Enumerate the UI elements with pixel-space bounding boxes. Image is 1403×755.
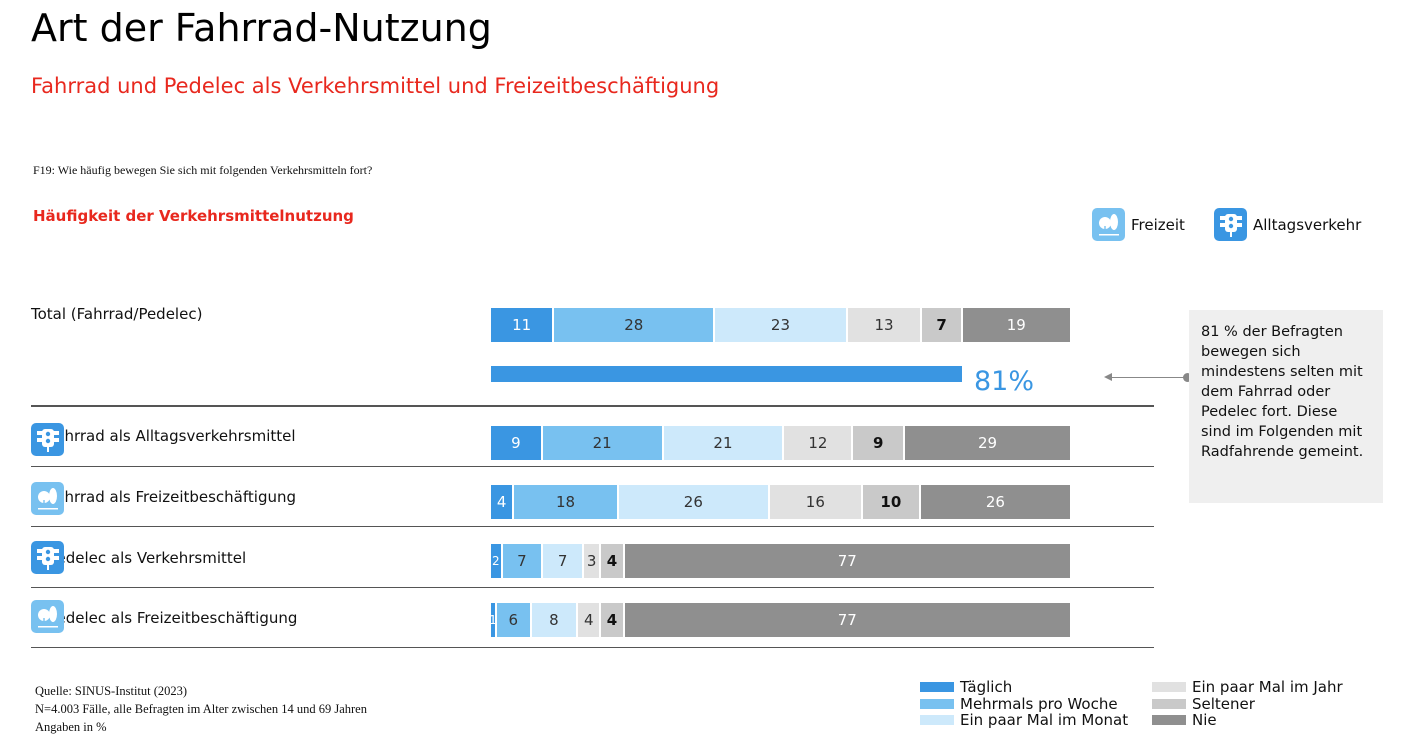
bar-segment-mehrmals-pro-woche: 6 — [496, 603, 532, 637]
legend-col-1: Täglich Mehrmals pro Woche Ein paar Mal … — [920, 678, 1128, 729]
trees-icon — [31, 600, 64, 633]
bar-segment-ein-paar-mal-im-jahr: 12 — [784, 426, 854, 460]
arrow-line — [1108, 377, 1188, 378]
chart-title: Häufigkeit der Verkehrsmittelnutzung — [33, 207, 354, 225]
bar-segment-ein-paar-mal-im-jahr: 4 — [578, 603, 602, 637]
legend-item: Täglich — [920, 678, 1128, 696]
bar-segment-nie: 19 — [962, 308, 1072, 342]
bar-segment-mehrmals-pro-woche: 28 — [554, 308, 716, 342]
bar-segment-nie: 77 — [624, 603, 1072, 637]
row-divider — [31, 587, 1154, 588]
arrow-head-icon — [1104, 373, 1112, 381]
page-title: Art der Fahrrad-Nutzung — [31, 6, 492, 50]
traffic-light-icon — [31, 423, 64, 456]
bar-segment-seltener: 4 — [601, 603, 625, 637]
source-notes: Quelle: SINUS-Institut (2023) N=4.003 Fä… — [35, 682, 367, 736]
traffic-light-icon — [1214, 208, 1247, 241]
bar-segment-ein-paar-mal-im-jahr: 16 — [769, 485, 863, 519]
row-label: Total (Fahrrad/Pedelec) — [31, 305, 203, 323]
page-subtitle: Fahrrad und Pedelec als Verkehrsmittel u… — [31, 74, 720, 98]
bar-segment-mehrmals-pro-woche: 21 — [542, 426, 664, 460]
stacked-bar: 11 28 23 13 7 19 — [491, 308, 1072, 342]
legend-col-2: Ein paar Mal im Jahr Seltener Nie — [1152, 678, 1343, 729]
stacked-bar: 2 7 7 3 4 77 — [491, 544, 1072, 578]
bar-segment-seltener: 9 — [853, 426, 906, 460]
bar-segment-ein-paar-mal-im-monat: 23 — [715, 308, 848, 342]
trees-icon — [1092, 208, 1125, 241]
traffic-light-icon — [31, 541, 64, 574]
bar-segment-mehrmals-pro-woche: 7 — [502, 544, 544, 578]
bar-segment-täglich: 1 — [491, 603, 497, 637]
legend-item: Mehrmals pro Woche — [920, 695, 1128, 713]
unit-line: Angaben in % — [35, 720, 107, 734]
bar-segment-ein-paar-mal-im-monat: 7 — [543, 544, 584, 578]
note-box: 81 % der Befragten bewegen sich mindeste… — [1189, 310, 1383, 503]
sample-line: N=4.003 Fälle, alle Befragten im Alter z… — [35, 702, 367, 716]
stacked-bar: 1684477 — [491, 603, 1072, 637]
question-text: F19: Wie häufig bewegen Sie sich mit fol… — [33, 163, 373, 177]
legend-label: Freizeit — [1131, 215, 1185, 234]
row-label: Fahrrad als Alltagsverkehrsmittel — [48, 427, 296, 445]
source-line: Quelle: SINUS-Institut (2023) — [35, 684, 188, 698]
legend-label: Alltagsverkehr — [1253, 215, 1362, 234]
bar-segment-ein-paar-mal-im-monat: 21 — [663, 426, 785, 460]
bar-segment-täglich: 9 — [491, 426, 543, 460]
summary-bar — [491, 366, 962, 382]
icon-legend-freizeit: Freizeit — [1092, 208, 1185, 241]
bar-segment-nie: 26 — [920, 485, 1072, 519]
bar-segment-seltener: 10 — [862, 485, 921, 519]
row-label: Fahrrad als Freizeitbeschäftigung — [48, 488, 296, 506]
stacked-bar: 4 18 26 16 10 26 — [491, 485, 1072, 519]
bar-segment-mehrmals-pro-woche: 18 — [514, 485, 619, 519]
trees-icon — [31, 482, 64, 515]
row-divider — [31, 466, 1154, 467]
row-divider — [31, 405, 1154, 407]
bar-segment-ein-paar-mal-im-jahr: 3 — [583, 544, 602, 578]
bar-segment-täglich: 2 — [491, 544, 503, 578]
row-label: Pedelec als Verkehrsmittel — [48, 549, 247, 567]
legend-item: Ein paar Mal im Jahr — [1152, 678, 1343, 696]
summary-label: 81% — [974, 366, 1035, 397]
legend-item: Ein paar Mal im Monat — [920, 711, 1128, 729]
bar-segment-seltener: 4 — [601, 544, 625, 578]
row-label: Pedelec als Freizeitbeschäftigung — [48, 609, 298, 627]
arrow-dot — [1183, 373, 1192, 382]
legend-item: Nie — [1152, 711, 1343, 729]
bar-segment-täglich: 4 — [491, 485, 515, 519]
bar-segment-ein-paar-mal-im-monat: 8 — [531, 603, 579, 637]
bar-segment-nie: 77 — [624, 544, 1072, 578]
bar-segment-nie: 29 — [905, 426, 1072, 460]
bar-segment-ein-paar-mal-im-monat: 26 — [618, 485, 770, 519]
bar-segment-ein-paar-mal-im-jahr: 13 — [847, 308, 923, 342]
legend-item: Seltener — [1152, 695, 1343, 713]
icon-legend-alltag: Alltagsverkehr — [1214, 208, 1361, 241]
bar-segment-seltener: 7 — [922, 308, 963, 342]
row-divider — [31, 647, 1154, 648]
row-divider — [31, 526, 1154, 527]
bar-segment-täglich: 11 — [491, 308, 555, 342]
stacked-bar: 9 21 21 12 9 29 — [491, 426, 1072, 460]
